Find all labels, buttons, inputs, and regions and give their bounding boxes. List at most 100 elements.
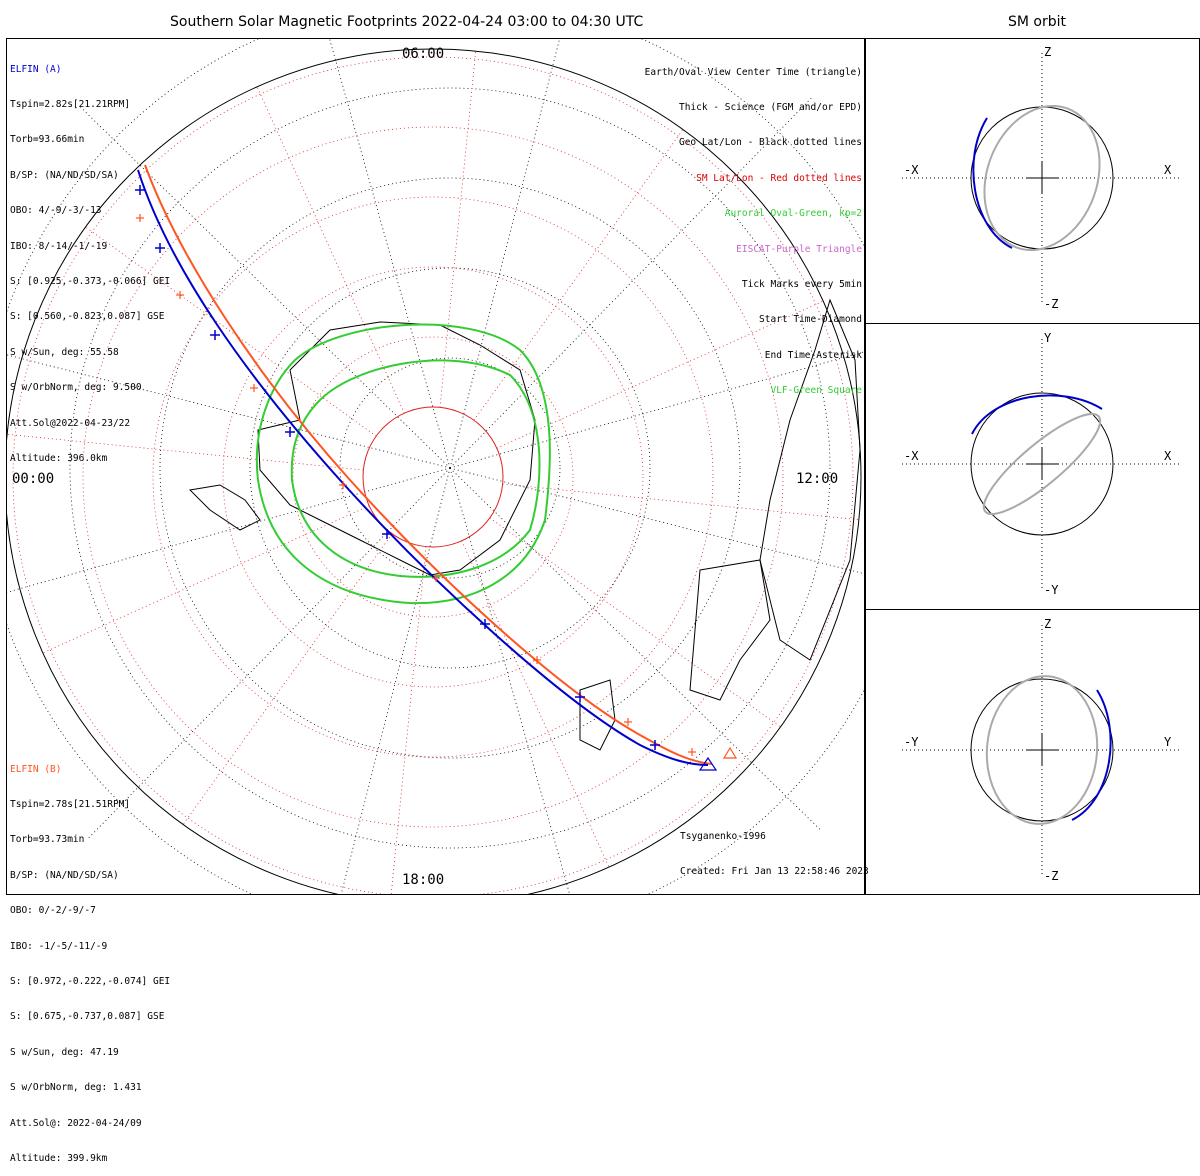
footprint-map: 06:00 00:00 12:00 18:00 Z -Z -X X Y -Y -X X Z -Z -… [7, 39, 1182, 894]
elfin-b-line: S w/Sun, deg: 47.19 [10, 1046, 119, 1058]
elfin-a-center-triangle [698, 756, 718, 771]
credit-created: Created: Fri Jan 13 22:58:46 2023 [680, 866, 869, 878]
sm-meridian [439, 49, 477, 408]
sm-grid [7, 48, 862, 894]
mlt-label-right: 12:00 [796, 471, 838, 487]
elfin-b-line: Att.Sol@: 2022-04-24/09 [10, 1117, 142, 1129]
orbit-plots: Z -Z -X X Y -Y -X X Z -Z -Y Y [902, 45, 1182, 883]
legend-item: SM Lat/Lon - Red dotted lines [696, 172, 862, 184]
sm-latitude-circle [222, 266, 644, 688]
elfin-a-line: Torb=93.66min [10, 134, 85, 146]
axis-label-left: -Y [904, 735, 919, 749]
geo-meridian [329, 39, 451, 469]
mlt-label-top: 06:00 [402, 46, 444, 62]
antarctica-coast [257, 321, 536, 576]
sm-meridian [489, 517, 783, 729]
axis-label-top: Y [1044, 331, 1052, 345]
elfin-a-line: S w/OrbNorm, deg: 9.500 [10, 382, 142, 394]
legend-item: EISCAT-Purple Triangle [736, 243, 862, 255]
orbit-elfin-a [1071, 689, 1112, 821]
coastlines [188, 298, 861, 751]
sm-meridian [390, 546, 427, 894]
axis-label-bottom: -Y [1044, 583, 1059, 597]
geo-meridian [7, 354, 451, 469]
sm-meridian [255, 84, 405, 414]
mlt-label-bottom: 18:00 [402, 872, 444, 888]
elfin-a-info: ELFIN (A) Tspin=2.82s[21.21RPM] Torb=93.… [10, 40, 170, 476]
australia-coast [759, 298, 861, 661]
sm-latitude-circle [82, 126, 784, 828]
newzealand-coast [689, 559, 771, 701]
elfin-a-line: S w/Sun, deg: 55.58 [10, 346, 119, 358]
axis-label-bottom: -Z [1044, 869, 1058, 883]
legend-item: Geo Lat/Lon - Black dotted lines [678, 137, 862, 149]
orbit-gray [985, 675, 1099, 825]
sm-meridian [473, 127, 685, 421]
credit-model: Tsyganenko-1996 [680, 831, 766, 843]
auroral-oval-inner [290, 359, 541, 578]
sm-meridian [502, 483, 861, 521]
sm-pole-circle [362, 406, 504, 548]
axis-label-left: -X [904, 163, 919, 177]
sm-latitude-circle [152, 196, 714, 758]
elfin-a-line: S: [0.560,-0.823,0.087] GSE [10, 311, 165, 323]
orbit-gray [983, 104, 1101, 252]
map-legend: Earth/Oval View Center Time (triangle) T… [645, 43, 862, 409]
elfin-a-line: Tspin=2.82s[21.21RPM] [10, 98, 131, 110]
geo-latitude-circle [339, 357, 561, 579]
axis-label-top: Z [1044, 45, 1051, 59]
map-panel [6, 38, 865, 895]
geo-meridian [86, 467, 451, 841]
elfin-b-line: Tspin=2.78s[21.51RPM] [10, 798, 131, 810]
geo-meridian [449, 95, 814, 469]
axis-label-right: Y [1164, 735, 1172, 749]
sm-meridian [40, 505, 370, 655]
auroral-oval-outer [255, 323, 551, 605]
credit: Tsyganenko-1996 Created: Fri Jan 13 22:5… [680, 807, 869, 890]
earth-limb [7, 48, 862, 894]
geo-meridian [449, 467, 570, 894]
elfin-b-line: S: [0.675,-0.737,0.087] GSE [10, 1011, 165, 1023]
elfin-a-line: Att.Sol@2022-04-23/22 [10, 417, 131, 429]
peninsula-coast [188, 484, 261, 531]
geo-latitude-circle [159, 177, 741, 759]
elfin-b-info: ELFIN (B) Tspin=2.78s[21.51RPM] Torb=93.… [10, 740, 170, 1176]
legend-item: Auroral Oval-Green, kp=2 [724, 208, 862, 220]
sm-meridian [496, 299, 826, 449]
geo-meridian [449, 351, 864, 469]
elfin-a-track [137, 169, 709, 766]
geo-meridian [449, 39, 560, 469]
legend-item: Tick Marks every 5min [741, 278, 862, 290]
elfin-b-line: B/SP: (NA/ND/SD/SA) [10, 869, 119, 881]
elfin-b-line: S: [0.972,-0.222,-0.074] GEI [10, 975, 171, 987]
elfin-b-line: S w/OrbNorm, deg: 1.431 [10, 1082, 142, 1094]
auroral-oval [255, 323, 551, 605]
sm-meridian [83, 225, 377, 437]
elfin-b-center-triangle [722, 746, 738, 759]
elfin-a-line: Altitude: 396.0km [10, 452, 108, 464]
axis-label-bottom: -Z [1044, 297, 1058, 311]
elfin-a-line: IBO: 8/-14/-1/-19 [10, 240, 108, 252]
sm-latitude-circle [292, 336, 574, 618]
axis-label-right: X [1164, 163, 1172, 177]
axis-label-left: -X [904, 449, 919, 463]
elfin-b-name: ELFIN (B) [10, 763, 62, 775]
sm-latitude-circle [12, 56, 854, 894]
map-title: Southern Solar Magnetic Footprints 2022-… [170, 14, 644, 30]
orbit-elfin-a [972, 117, 1013, 249]
orbit-elfin-a [971, 394, 1103, 435]
mlt-label-left: 00:00 [12, 471, 54, 487]
geo-meridian [449, 467, 864, 575]
footprint-tracks [135, 164, 738, 771]
elfin-a-line: OBO: 4/-9/-3/-13 [10, 205, 102, 217]
axis-label-right: X [1164, 449, 1172, 463]
elfin-b-line: Torb=93.73min [10, 834, 85, 846]
elfin-a-line: S: [0.925,-0.373,-0.066] GEI [10, 275, 171, 287]
geo-meridian [340, 467, 451, 894]
elfin-b-track [144, 164, 713, 765]
geo-latitude-circle [69, 87, 831, 849]
axis-label-top: Z [1044, 617, 1051, 631]
legend-item: End Time-Asterisk [764, 349, 862, 361]
orbit-gray [982, 413, 1102, 515]
geo-latitude-circle [249, 267, 651, 669]
